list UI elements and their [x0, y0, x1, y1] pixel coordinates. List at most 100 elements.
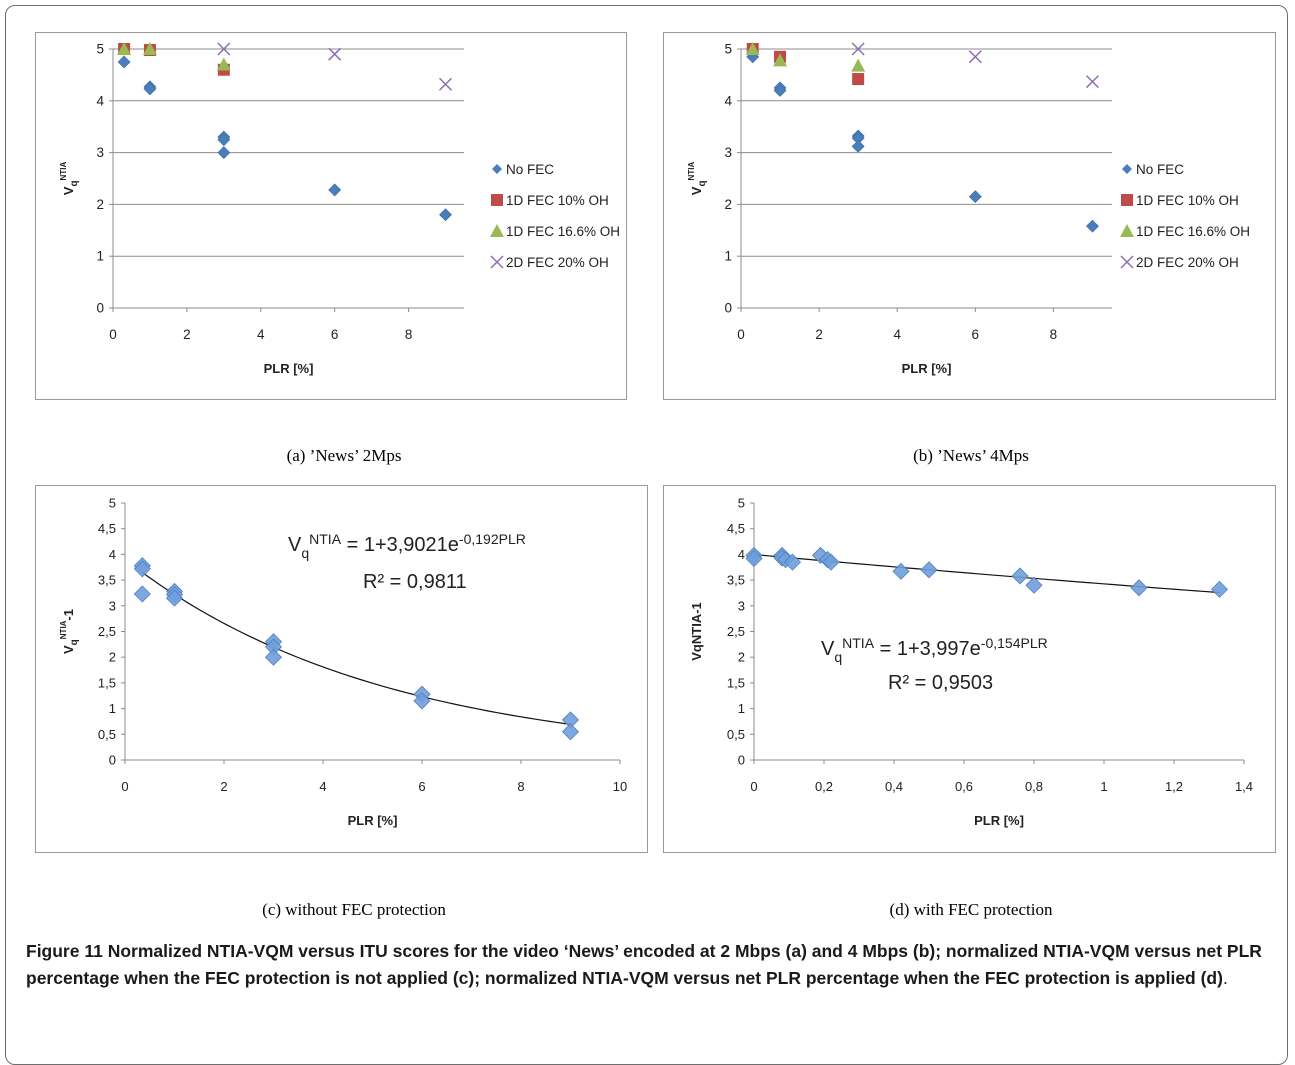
- subcaption-d: (d) with FEC protection: [889, 900, 1053, 919]
- legend-marker: [1120, 255, 1134, 269]
- legend-label: 2D FEC 20% OH: [506, 255, 609, 270]
- data-point: [439, 208, 452, 222]
- legend-marker: [1122, 164, 1132, 174]
- y-tick-label: 0,5: [98, 727, 116, 742]
- figure-caption: Figure 11 Normalized NTIA-VQM versus ITU…: [26, 938, 1276, 992]
- y-tick-label: 4: [96, 93, 104, 108]
- data-point: [143, 82, 157, 96]
- data-point: [165, 589, 184, 607]
- subcaption-a: (a) ’News’ 2Mps: [286, 446, 402, 465]
- data-point: [217, 146, 231, 160]
- caption-label: Figure 11: [26, 941, 103, 961]
- x-tick-label: 6: [418, 779, 425, 794]
- trend-equation: VqNTIA = 1+3,9021e-0,192PLR: [288, 531, 526, 561]
- data-point: [1085, 75, 1100, 89]
- data-point: [968, 190, 982, 204]
- data-point: [773, 53, 788, 67]
- legend-label: 1D FEC 10% OH: [506, 193, 609, 208]
- subcaption-c: (c) without FEC protection: [262, 900, 446, 919]
- caption-end: .: [1222, 968, 1228, 988]
- y-tick-label: 4: [738, 547, 745, 562]
- y-tick-label: 2: [109, 650, 116, 665]
- legend-item: No FEC: [1122, 162, 1184, 177]
- legend-label: 2D FEC 20% OH: [1136, 255, 1239, 270]
- x-tick-label: 0,8: [1025, 779, 1043, 794]
- x-tick-label: 0: [737, 327, 745, 342]
- y-tick-label: 0: [724, 301, 732, 316]
- data-point: [892, 562, 910, 580]
- y-axis-label: VqNTIA: [687, 162, 708, 196]
- data-point: [561, 723, 580, 741]
- data-point: [745, 549, 763, 568]
- y-tick-label: 0: [738, 753, 745, 768]
- legend-label: 1D FEC 10% OH: [1136, 193, 1239, 208]
- series-3: [117, 42, 231, 71]
- x-axis-label: PLR [%]: [264, 361, 314, 376]
- y-tick-label: 2: [96, 197, 104, 212]
- y-tick-label: 1,5: [98, 675, 116, 690]
- data-point: [851, 139, 865, 153]
- chart-border: [663, 485, 1276, 853]
- y-tick-label: 1: [109, 701, 116, 716]
- y-tick-label: 1: [96, 249, 104, 264]
- y-tick-label: 3: [724, 145, 732, 160]
- y-tick-label: 5: [724, 42, 732, 57]
- r-squared: R² = 0,9503: [888, 672, 993, 694]
- y-tick-label: 5: [109, 496, 116, 511]
- data-point: [852, 73, 865, 86]
- subcaption-b: (b) ’News’ 4Mps: [913, 446, 1029, 465]
- chart-border: [35, 485, 648, 853]
- chart-c: 0 0,5 1 1,5 2 2,5 3 3,5 4 4,5 5 0 2 4 6 8 10 PLR [%] VqNTI…: [35, 485, 648, 853]
- legend-label: No FEC: [506, 162, 554, 177]
- data-point: [851, 42, 865, 56]
- legend-item: 1D FEC 16.6% OH: [1120, 224, 1250, 239]
- data-point: [851, 58, 866, 72]
- x-axis-label: PLR [%]: [902, 361, 952, 376]
- x-tick-label: 10: [613, 779, 627, 794]
- y-tick-label: 1: [724, 249, 732, 264]
- data-point: [117, 42, 132, 55]
- data-point: [1025, 576, 1043, 594]
- x-axis-label: PLR [%]: [974, 813, 1024, 828]
- y-tick-label: 3: [738, 598, 745, 613]
- series-1: [746, 50, 1099, 233]
- data-point: [438, 77, 453, 91]
- legend-marker: [490, 255, 504, 269]
- x-tick-label: 2: [220, 779, 227, 794]
- x-tick-label: 0: [750, 779, 757, 794]
- y-axis-label: VqNTIA-1: [689, 602, 704, 661]
- data-point: [142, 42, 157, 55]
- data-point: [920, 561, 938, 579]
- data-point: [1210, 580, 1229, 598]
- data-point: [773, 84, 787, 97]
- y-tick-label: 4,5: [727, 521, 745, 536]
- legend-label: No FEC: [1136, 162, 1184, 177]
- data-point: [328, 183, 342, 197]
- trend-equation: VqNTIA = 1+3,997e-0,154PLR: [821, 635, 1048, 665]
- data-point: [133, 560, 151, 578]
- y-tick-label: 3,5: [727, 573, 745, 588]
- series-4: [851, 42, 1100, 89]
- legend-item: 1D FEC 10% OH: [491, 193, 609, 208]
- data-point: [1130, 579, 1148, 597]
- x-tick-label: 2: [815, 327, 823, 342]
- chart-a: 0 1 2 3 4 5 0 2 4 6 8 PLR [%] VqNTIA No FEC 1D FEC 10%…: [35, 32, 627, 400]
- trendline: [139, 570, 571, 725]
- y-tick-label: 4: [724, 93, 732, 108]
- y-tick-label: 0: [96, 301, 104, 316]
- data-point: [217, 42, 231, 56]
- legend-item: No FEC: [492, 162, 554, 177]
- x-tick-label: 0,2: [815, 779, 833, 794]
- y-tick-label: 5: [96, 42, 104, 57]
- data-point: [217, 133, 231, 147]
- legend-marker: [491, 194, 503, 206]
- series-4: [217, 42, 453, 91]
- y-tick-label: 2: [738, 650, 745, 665]
- x-tick-label: 0: [109, 327, 117, 342]
- data-point: [822, 553, 840, 571]
- series-1: [133, 557, 580, 741]
- y-tick-label: 3: [96, 145, 104, 160]
- x-tick-label: 2: [183, 327, 191, 342]
- caption-text: Normalized NTIA-VQM versus ITU scores fo…: [26, 941, 1262, 988]
- x-tick-label: 6: [972, 327, 980, 342]
